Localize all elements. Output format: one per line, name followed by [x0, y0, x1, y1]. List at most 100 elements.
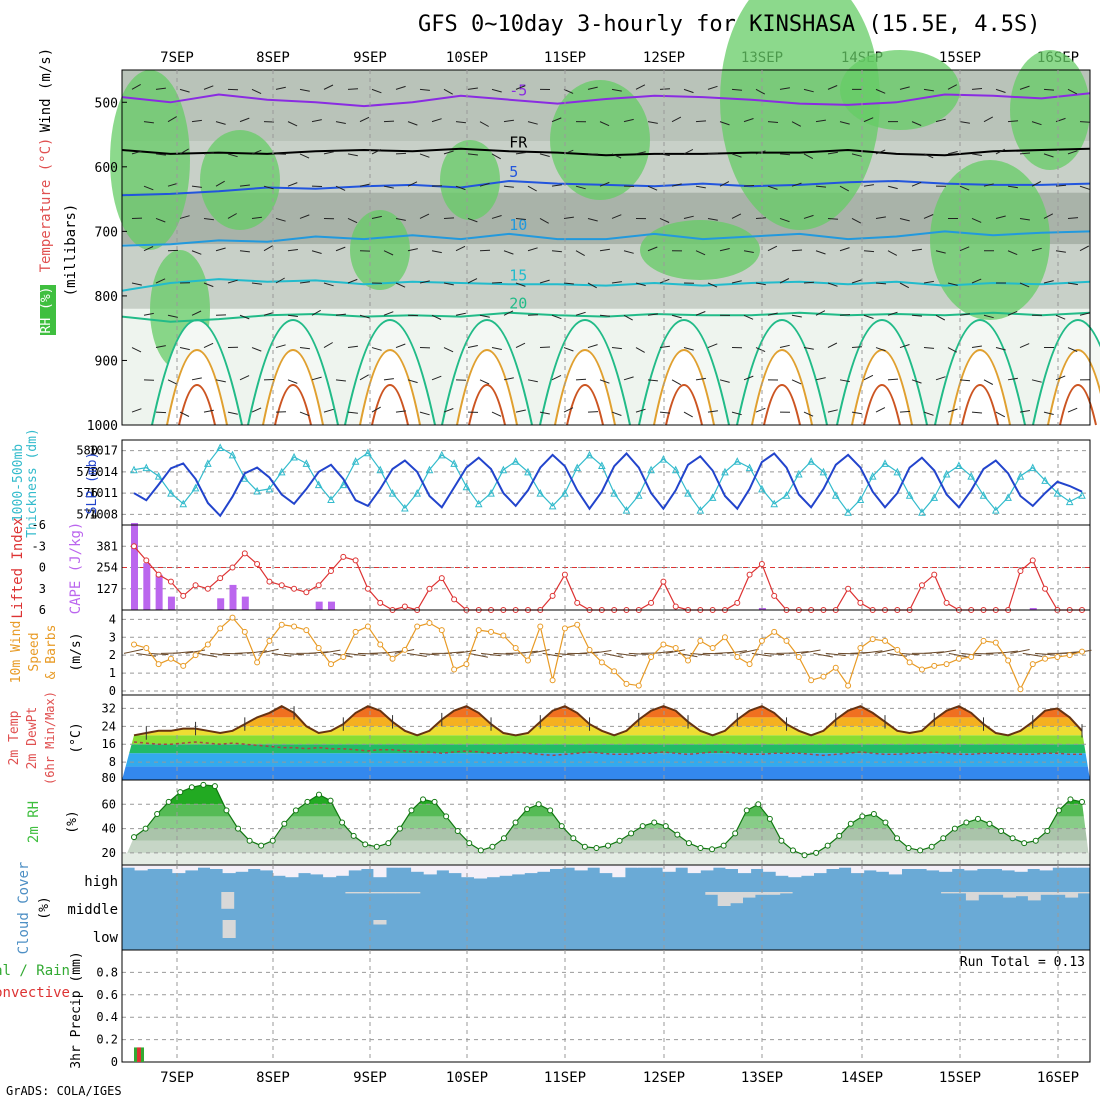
rh2m-point-41 — [606, 843, 611, 848]
wind10-point-2 — [156, 662, 161, 667]
cloud-high-62 — [901, 865, 914, 869]
pressure-tick-700: 700 — [95, 225, 118, 240]
cloud-middle-50 — [743, 892, 756, 898]
lifted-point-58 — [846, 586, 851, 591]
wind10-point-17 — [341, 654, 346, 659]
cloud-high-38 — [600, 865, 613, 873]
rh2m-point-14 — [293, 808, 298, 813]
cloud-middle-69 — [978, 892, 991, 895]
top-xtick-12SEP: 12SEP — [643, 50, 685, 66]
cloud-bg — [122, 865, 1090, 950]
wind10-point-38 — [599, 660, 604, 665]
barb-6-28 — [804, 282, 814, 283]
rh2m-point-9 — [236, 826, 241, 831]
wind10-point-52 — [772, 629, 777, 634]
barb-7-29 — [840, 315, 850, 316]
cloud-high-14 — [298, 865, 311, 873]
cloud-middle-75 — [1053, 892, 1066, 895]
cloud-high-46 — [700, 865, 713, 870]
run-total: Run Total = 0.13 — [960, 955, 1085, 970]
pressure-tick-1000: 1000 — [87, 419, 118, 434]
wind10-point-4 — [181, 663, 186, 668]
cloud-high-9 — [235, 865, 248, 872]
temp-label-2: 2m DewPt — [25, 707, 40, 770]
temp-band-5 — [122, 717, 1090, 726]
wind10-point-3 — [168, 656, 173, 661]
cloud-high-39 — [612, 865, 625, 877]
rh2m-point-77 — [1022, 841, 1027, 846]
wind10-point-58 — [846, 683, 851, 688]
cloud-high-25 — [436, 865, 449, 870]
cloud-middle-66 — [941, 892, 954, 893]
cape-bar-8 — [229, 585, 236, 610]
pressure-tick-900: 900 — [95, 354, 118, 369]
rh2m-point-31 — [490, 844, 495, 849]
wind10-point-36 — [575, 622, 580, 627]
rh2m-point-28 — [455, 829, 460, 834]
cloud-high-4 — [172, 865, 185, 873]
cloud-high-43 — [663, 865, 676, 872]
lifted-point-15 — [316, 583, 321, 588]
cloud-high-1 — [135, 865, 148, 870]
wind10-point-22 — [402, 647, 407, 652]
cloud-middle-22 — [395, 892, 408, 893]
precip-frame — [122, 950, 1090, 1062]
lifted-point-74 — [1043, 586, 1048, 591]
wind10-point-26 — [452, 667, 457, 672]
lifted-tick-3: 3 — [39, 582, 46, 596]
cloud-high-36 — [575, 865, 588, 870]
rh-moist-patch-2 — [350, 210, 410, 290]
pressure-tick-600: 600 — [95, 161, 118, 176]
cloud-high-59 — [864, 865, 877, 870]
cloud-high-28 — [474, 865, 487, 879]
cloud-high-7 — [210, 865, 223, 869]
wind10-point-74 — [1043, 656, 1048, 661]
legend-wind: Wind (m/s) — [38, 48, 54, 132]
precip-tick-0.6: 0.6 — [96, 988, 118, 1002]
cloud-label-1: Cloud Cover — [16, 862, 32, 955]
wind10-point-63 — [907, 660, 912, 665]
wind10-point-27 — [464, 662, 469, 667]
barb-4-13 — [444, 218, 454, 219]
wind10-point-40 — [624, 681, 629, 686]
wind10-point-33 — [538, 624, 543, 629]
rh2m-point-33 — [513, 820, 518, 825]
cloud-high-24 — [424, 865, 437, 874]
wind10-point-71 — [1006, 658, 1011, 663]
wind10-point-62 — [895, 647, 900, 652]
rh2m-point-55 — [767, 816, 772, 821]
lifted-point-7 — [218, 576, 223, 581]
rh2m-point-37 — [559, 824, 564, 829]
wind-tick-4: 4 — [109, 612, 116, 626]
rh2m-point-67 — [906, 846, 911, 851]
lifted-tick--6: -6 — [32, 518, 46, 532]
rh2m-point-18 — [340, 820, 345, 825]
lifted-point-42 — [649, 600, 654, 605]
rh-band-fill-4 — [122, 804, 1090, 816]
wind10-point-30 — [501, 633, 506, 638]
cloud-high-48 — [725, 865, 738, 869]
rh2m-point-75 — [999, 829, 1004, 834]
chart-title: GFS 0~10day 3-hourly for KINSHASA (15.5E… — [418, 12, 1041, 37]
cloud-middle-52 — [767, 892, 780, 895]
cloud-high-66 — [952, 865, 965, 869]
barb-2-24 — [708, 153, 718, 154]
lifted-label: Lifted Index — [10, 517, 26, 618]
wind10-point-66 — [944, 662, 949, 667]
wind10-point-32 — [525, 658, 530, 663]
cape-tick-254: 254 — [96, 561, 118, 575]
cloud-high-12 — [273, 865, 286, 876]
lifted-point-22 — [402, 604, 407, 609]
bottom-xtick-12SEP: 12SEP — [643, 1070, 685, 1086]
lifted-point-59 — [858, 600, 863, 605]
wind10-point-47 — [710, 646, 715, 651]
wind-tick-3: 3 — [109, 630, 116, 644]
wind10-point-54 — [796, 654, 801, 659]
top-xtick-10SEP: 10SEP — [446, 50, 488, 66]
rh-moist-patch-6 — [840, 50, 960, 130]
wind10-point-53 — [784, 638, 789, 643]
bottom-xtick-14SEP: 14SEP — [841, 1070, 883, 1086]
cloud-high-13 — [285, 865, 298, 877]
rh2m-point-5 — [189, 785, 194, 790]
cloud-middle-76 — [1065, 892, 1078, 898]
